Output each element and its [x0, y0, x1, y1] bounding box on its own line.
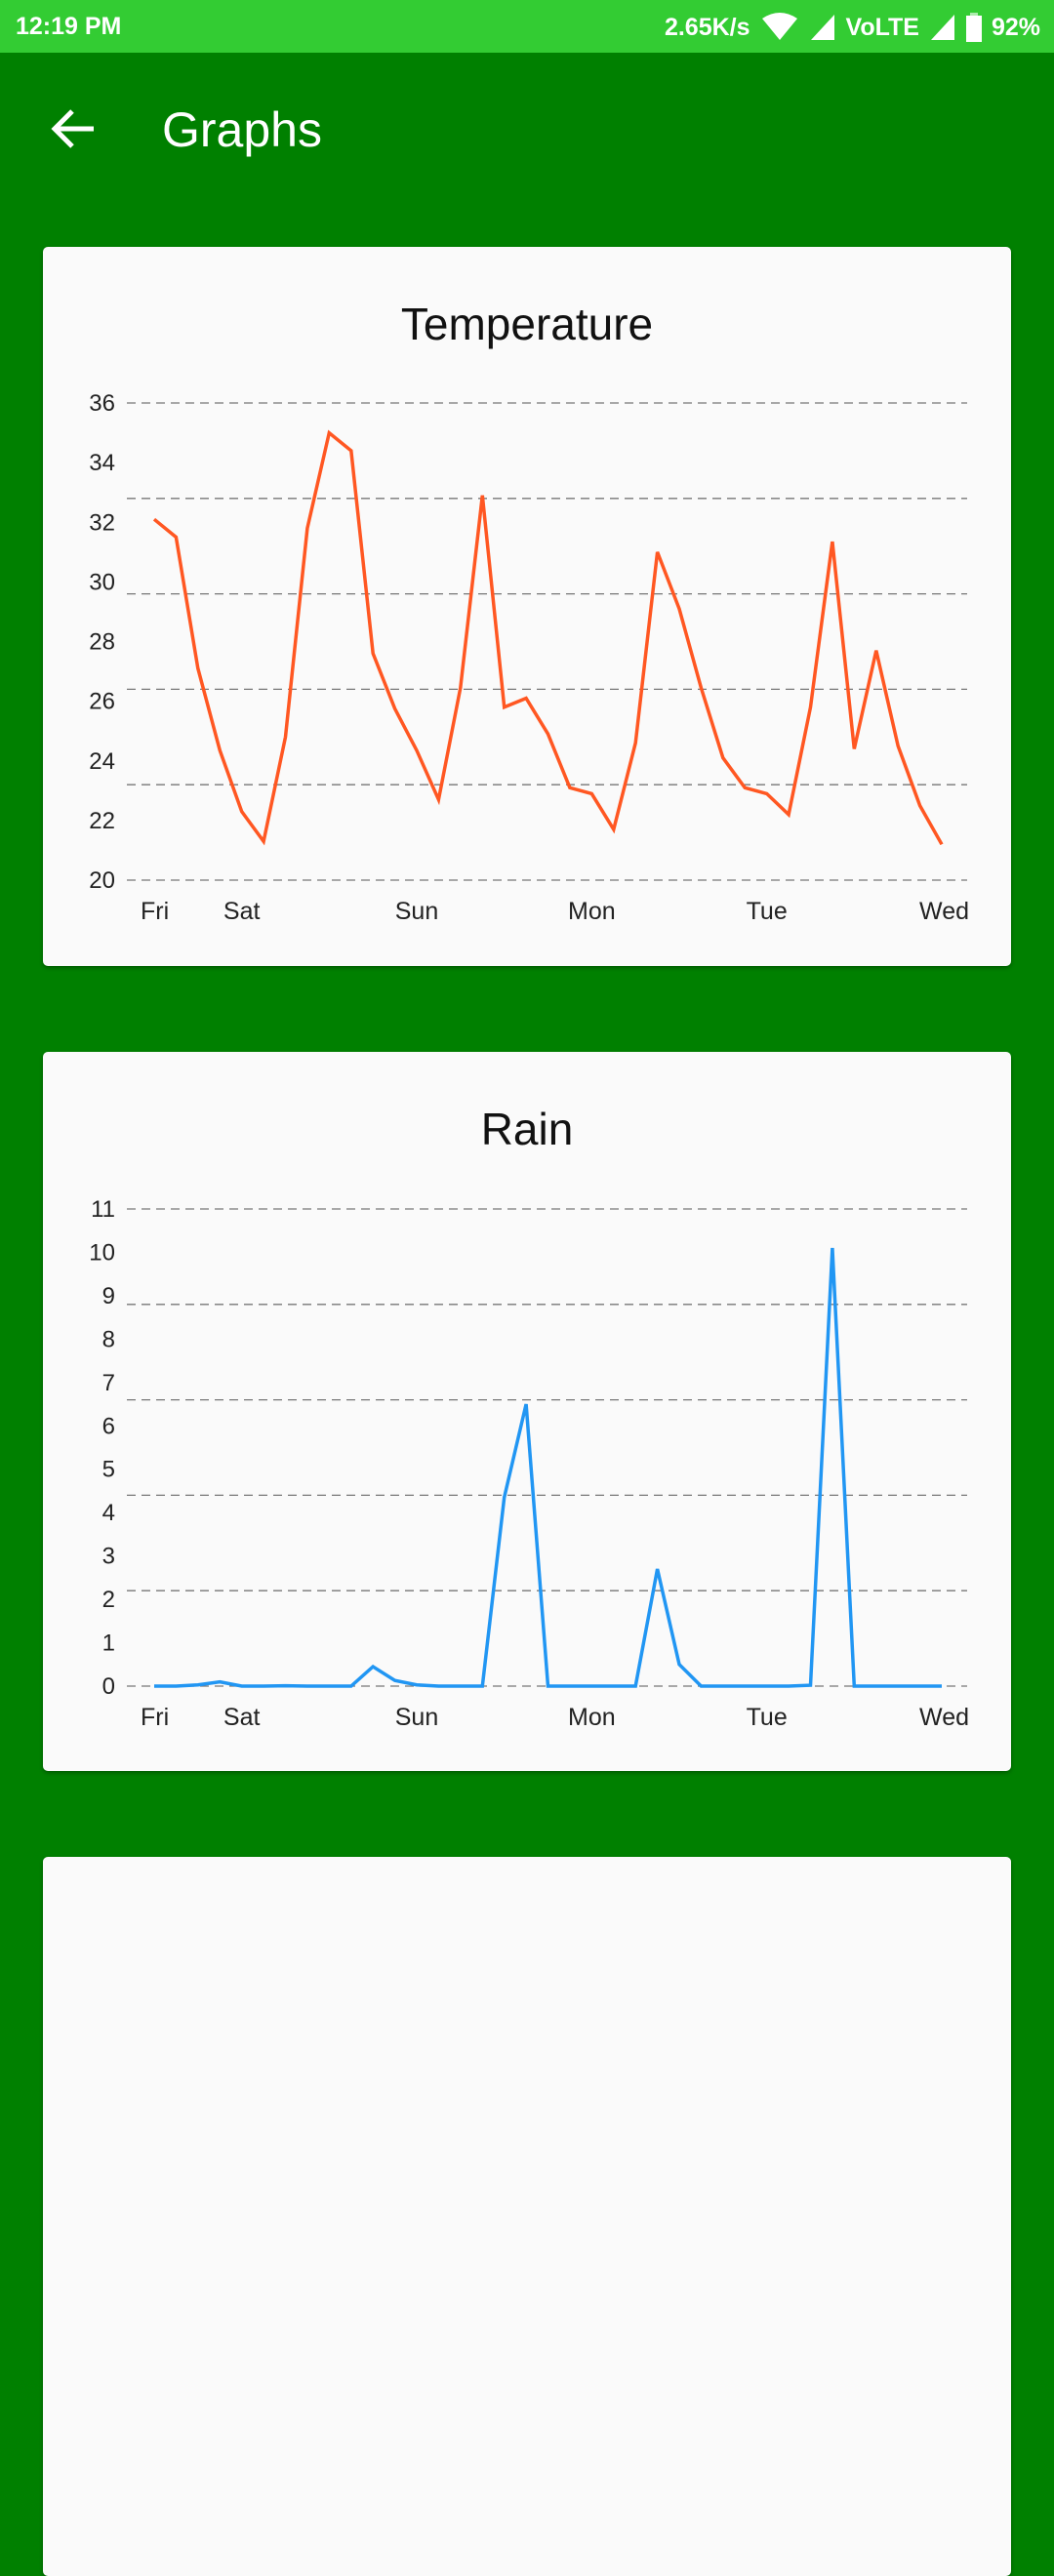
- y-tick-label: 0: [102, 1673, 115, 1700]
- y-tick-label: 6: [102, 1413, 115, 1439]
- next-card: [43, 1857, 1011, 2576]
- data-line: [154, 433, 942, 845]
- y-tick-label: 8: [102, 1326, 115, 1352]
- y-tick-label: 22: [89, 808, 115, 834]
- x-tick-label: Sat: [223, 1704, 261, 1731]
- battery-percent: 92%: [992, 14, 1040, 42]
- y-tick-label: 24: [89, 748, 115, 775]
- x-tick-label: Fri: [141, 1704, 169, 1731]
- y-tick-label: 9: [102, 1283, 115, 1309]
- y-tick-label: 7: [102, 1370, 115, 1396]
- network-speed: 2.65K/s: [665, 14, 750, 42]
- status-time: 12:19 PM: [16, 13, 121, 41]
- y-tick-label: 1: [102, 1630, 115, 1657]
- x-tick-label: Sat: [223, 898, 261, 925]
- y-tick-label: 5: [102, 1457, 115, 1483]
- wifi-icon: [760, 13, 799, 42]
- y-tick-label: 30: [89, 569, 115, 595]
- y-tick-label: 26: [89, 689, 115, 715]
- x-tick-label: Sun: [395, 1704, 438, 1731]
- x-tick-label: Mon: [568, 898, 616, 925]
- page-title: Graphs: [162, 101, 322, 158]
- battery-icon: [966, 13, 982, 42]
- data-line: [154, 1248, 942, 1686]
- y-tick-label: 32: [89, 509, 115, 536]
- x-tick-label: Wed: [919, 1704, 969, 1731]
- x-tick-label: Wed: [919, 898, 969, 925]
- volte-label: VoLTE: [846, 14, 919, 42]
- y-tick-label: 20: [89, 867, 115, 894]
- x-tick-label: Tue: [747, 898, 788, 925]
- signal-icon: [929, 13, 956, 42]
- y-tick-label: 34: [89, 450, 115, 476]
- rain-chart: 0 1 2 3 4 5 6 7 8 9 10 11 Fri Sat Sun Mon Tue Wed: [43, 1052, 1011, 1771]
- status-bar: 12:19 PM 2.65K/s VoLTE 92%: [0, 0, 1054, 53]
- y-tick-label: 28: [89, 629, 115, 656]
- y-tick-label: 3: [102, 1544, 115, 1570]
- x-tick-label: Mon: [568, 1704, 616, 1731]
- x-tick-label: Sun: [395, 898, 438, 925]
- y-tick-label: 10: [89, 1239, 115, 1266]
- y-tick-label: 4: [102, 1500, 115, 1526]
- arrow-back-icon[interactable]: [49, 103, 100, 154]
- y-tick-label: 36: [89, 390, 115, 417]
- signal-icon: [809, 13, 836, 42]
- y-tick-label: 2: [102, 1587, 115, 1613]
- x-tick-label: Tue: [747, 1704, 788, 1731]
- y-tick-label: 11: [91, 1196, 115, 1223]
- x-tick-label: Fri: [141, 898, 169, 925]
- app-bar: Graphs: [0, 53, 1054, 209]
- temperature-chart: 20 22 24 26 28 30 32 34 36 Fri Sat Sun Mon Tue Wed: [43, 247, 1011, 966]
